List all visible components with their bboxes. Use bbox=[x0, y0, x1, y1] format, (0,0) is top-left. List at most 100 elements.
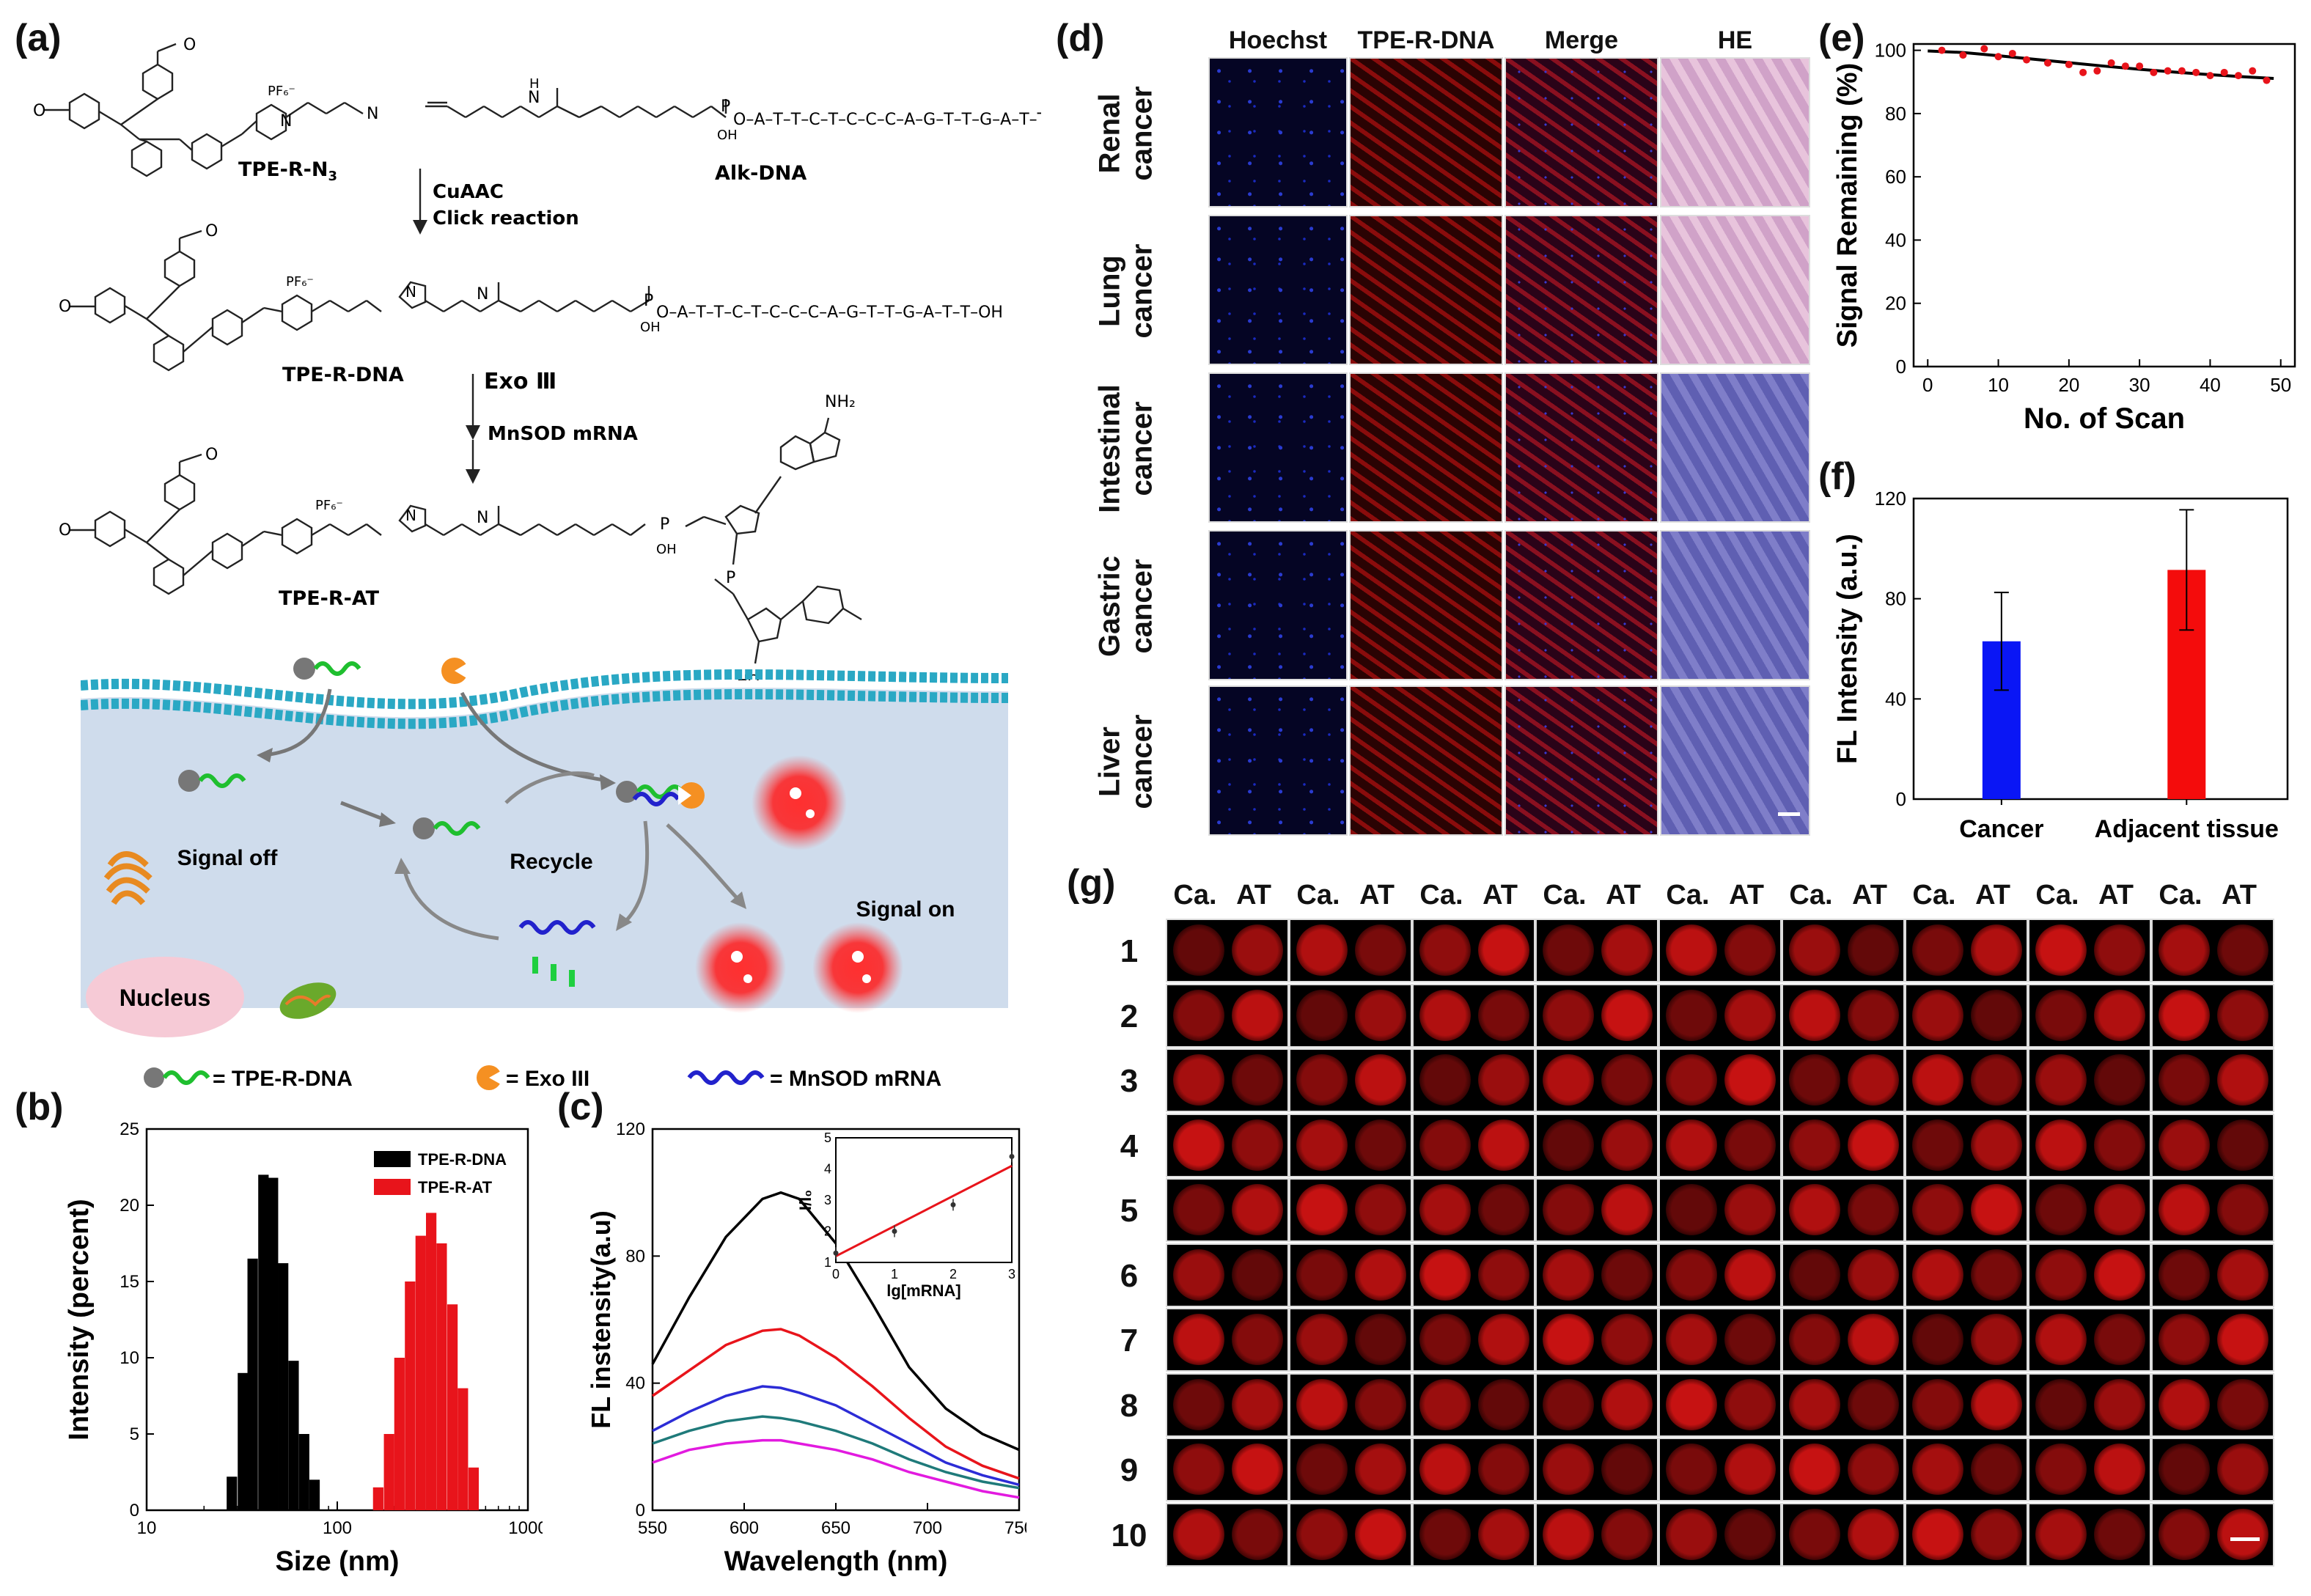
col-header-merge: Merge bbox=[1544, 26, 1619, 54]
tissue-core-adjacent bbox=[1848, 924, 1899, 976]
signal-on-label: Signal on bbox=[856, 897, 955, 922]
mrna-free-icon bbox=[518, 920, 596, 935]
micrograph-r5-c4 bbox=[1660, 685, 1810, 836]
tissue-core-adjacent bbox=[1478, 1508, 1529, 1560]
tissue-cell bbox=[1412, 1372, 1535, 1437]
tissue-cell bbox=[1166, 1438, 1289, 1501]
y-tick-label: 10 bbox=[120, 1348, 139, 1368]
tissue-cell bbox=[1658, 1502, 1782, 1567]
bar-tpe-r-at bbox=[372, 1487, 383, 1510]
tissue-cell bbox=[2028, 1243, 2151, 1307]
tissue-cell bbox=[2028, 1372, 2151, 1437]
tissue-core-adjacent bbox=[2217, 1508, 2268, 1560]
tissue-core-adjacent bbox=[1601, 1378, 1653, 1430]
tissue-cell bbox=[1535, 1243, 1658, 1307]
phosphorus-label: P bbox=[644, 292, 653, 310]
x-tick-label: 650 bbox=[821, 1518, 850, 1538]
tissue-core-cancer bbox=[1543, 1314, 1594, 1365]
tissue-core-adjacent bbox=[1232, 1378, 1283, 1430]
tissue-cell bbox=[2151, 983, 2274, 1048]
tissue-cell bbox=[2151, 1372, 2274, 1437]
row-label-line: Lung bbox=[1093, 255, 1126, 327]
spectrum-curve-5 bbox=[652, 1438, 1020, 1499]
tissue-cell bbox=[2028, 919, 2151, 982]
tissue-cell bbox=[1658, 1243, 1782, 1307]
tissue-core-cancer bbox=[1912, 924, 1963, 976]
x-tick-label: 700 bbox=[913, 1518, 942, 1538]
cell-schematic: Nucleus Signal off Recycle bbox=[81, 658, 1009, 1037]
col-header-cancer: Ca. bbox=[1296, 880, 1340, 911]
tissue-core-cancer bbox=[2158, 924, 2210, 976]
inset-y-tick-label: 4 bbox=[824, 1162, 831, 1177]
tissue-core-adjacent bbox=[1724, 1249, 1776, 1301]
tissue-core-adjacent bbox=[1601, 1249, 1653, 1301]
micrograph-r5-c3 bbox=[1504, 685, 1658, 836]
exo-incoming-icon bbox=[441, 658, 473, 684]
bar-tpe-r-dna bbox=[278, 1263, 289, 1510]
phosphate-oh: OH bbox=[717, 128, 738, 143]
tissue-core-adjacent bbox=[2094, 1378, 2145, 1430]
tissue-core-adjacent bbox=[1232, 1444, 1283, 1495]
inset-x-tick-label: 1 bbox=[891, 1267, 898, 1281]
tissue-cell bbox=[1412, 1438, 1535, 1501]
tissue-cell bbox=[1535, 1308, 1658, 1372]
y-tick-label: 80 bbox=[625, 1246, 645, 1266]
tissue-cell bbox=[1782, 1048, 1905, 1112]
row-label-line: cancer bbox=[1125, 714, 1158, 809]
data-point bbox=[1959, 51, 1967, 59]
x-tick-label: 50 bbox=[2270, 374, 2291, 396]
bar-tpe-r-at bbox=[383, 1434, 394, 1510]
tissue-cell bbox=[2151, 1243, 2274, 1307]
azide-n: N bbox=[367, 105, 378, 123]
bar-tpe-r-at bbox=[436, 1243, 447, 1510]
tissue-core-cancer bbox=[1173, 1314, 1224, 1365]
tissue-core-cancer bbox=[2158, 1249, 2210, 1301]
tissue-core-cancer bbox=[1666, 1508, 1717, 1560]
tissue-core-adjacent bbox=[1848, 1119, 1899, 1171]
y-tick-label: 120 bbox=[1875, 488, 1906, 510]
step-click-reaction: Click reaction bbox=[433, 207, 579, 229]
nucleus-label: Nucleus bbox=[120, 985, 210, 1011]
chart-c-fl-spectra: 04080120550600650700750Wavelength (nm)FL… bbox=[587, 1119, 1026, 1577]
row-label-line: cancer bbox=[1125, 243, 1158, 339]
inset-y-label: I/I₀ bbox=[796, 1190, 815, 1210]
x-axis-label: Size (nm) bbox=[276, 1546, 400, 1577]
plot-frame bbox=[1912, 497, 2289, 801]
tissue-cell bbox=[2028, 1178, 2151, 1242]
y-tick-label: 80 bbox=[1885, 588, 1906, 610]
phosphate-oh: OH bbox=[640, 320, 661, 335]
tissue-core-cancer bbox=[1789, 1314, 1840, 1365]
phosphorus-label: P bbox=[721, 98, 730, 116]
tissue-core-cancer bbox=[1296, 989, 1348, 1041]
phosphate-oh: OH bbox=[656, 542, 677, 557]
tissue-cell bbox=[1166, 1308, 1289, 1372]
legend-exo-iii: = Exo III bbox=[506, 1067, 589, 1091]
tissue-core-cancer bbox=[1296, 1184, 1348, 1235]
tissue-cell bbox=[1905, 1438, 2028, 1501]
legend-swatch bbox=[374, 1151, 411, 1167]
tissue-core-adjacent bbox=[1848, 1508, 1899, 1560]
tissue-core-cancer bbox=[2035, 1054, 2087, 1106]
tissue-cell bbox=[1166, 1502, 1289, 1567]
data-point bbox=[2263, 76, 2271, 84]
tissue-cell bbox=[1412, 919, 1535, 982]
tissue-cell bbox=[1658, 1178, 1782, 1242]
tissue-core-adjacent bbox=[1601, 1444, 1653, 1495]
tissue-core-cancer bbox=[1912, 1378, 1963, 1430]
tissue-core-adjacent bbox=[2217, 1444, 2268, 1495]
methoxy-label: O bbox=[183, 36, 196, 54]
y-tick-label: 25 bbox=[120, 1119, 139, 1139]
tissue-core-adjacent bbox=[2217, 1378, 2268, 1430]
tissue-core-cancer bbox=[1543, 1249, 1594, 1301]
col-header-adjacent: AT bbox=[1975, 880, 2010, 911]
bar-tpe-r-dna bbox=[238, 1372, 249, 1510]
bar-tpe-r-at bbox=[426, 1213, 437, 1510]
tpe-ring-bottom bbox=[131, 140, 163, 177]
micrograph-r1-c1 bbox=[1208, 57, 1348, 207]
row-label-line: Renal bbox=[1093, 93, 1126, 174]
tissue-core-cancer bbox=[2158, 1314, 2210, 1365]
tissue-cell bbox=[1166, 1243, 1289, 1307]
row-label-5: 5 bbox=[1120, 1193, 1139, 1229]
inset-y-tick-label: 3 bbox=[824, 1193, 831, 1207]
